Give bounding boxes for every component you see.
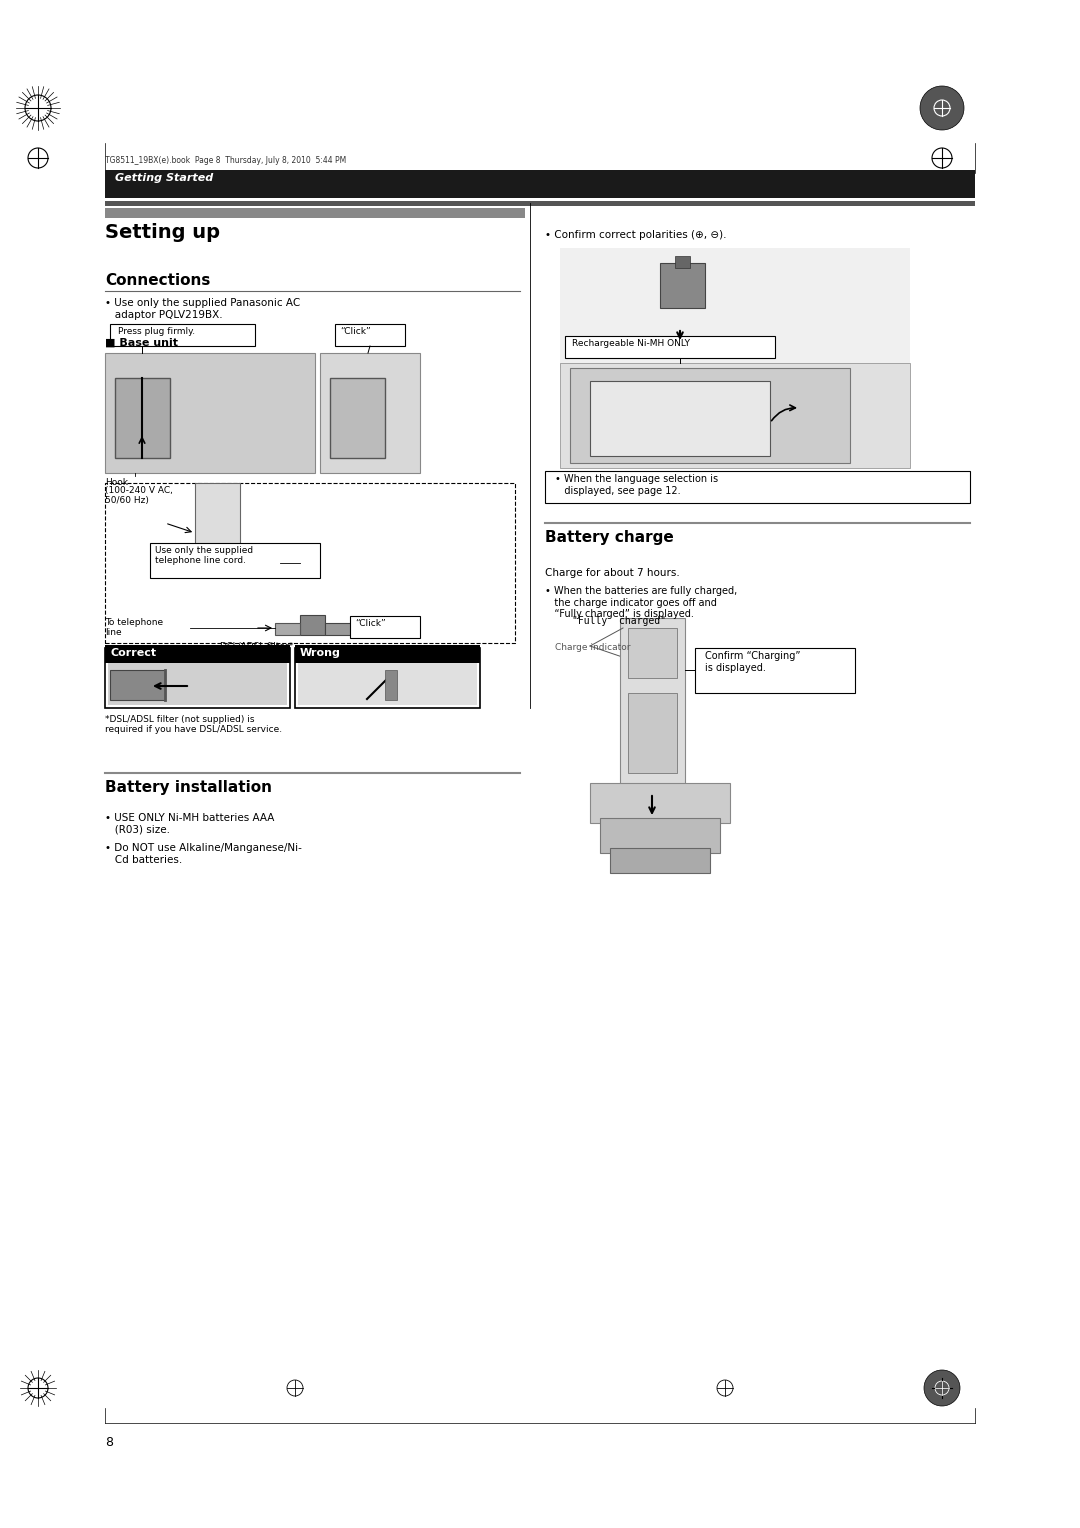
Bar [110, 324, 255, 345]
Bar [644, 758, 652, 766]
Bar [105, 483, 515, 643]
Text: “Click”: “Click” [355, 619, 386, 628]
Text: Battery charge: Battery charge [545, 530, 674, 545]
Text: Connections: Connections [105, 274, 211, 287]
Bar [150, 542, 320, 578]
Text: • When the language selection is
   displayed, see page 12.: • When the language selection is display… [555, 474, 718, 495]
Circle shape [924, 1371, 960, 1406]
Text: To telephone
line: To telephone line [105, 617, 163, 637]
Text: Charge indicator: Charge indicator [555, 643, 631, 652]
Polygon shape [775, 388, 880, 460]
Bar [644, 732, 652, 740]
Text: • When the batteries are fully charged,
   the charge indicator goes off and
   : • When the batteries are fully charged, … [545, 587, 738, 619]
Bar [384, 669, 397, 700]
Bar [105, 170, 975, 199]
Bar [590, 380, 770, 455]
Bar [632, 732, 640, 740]
Bar [108, 651, 287, 704]
Text: • Confirm correct polarities (⊕, ⊖).: • Confirm correct polarities (⊕, ⊖). [545, 231, 727, 240]
Bar [656, 746, 664, 753]
Circle shape [593, 396, 600, 403]
Text: (100-240 V AC,
50/60 Hz): (100-240 V AC, 50/60 Hz) [105, 486, 173, 506]
Text: • Use only the supplied Panasonic AC
   adaptor PQLV219BX.: • Use only the supplied Panasonic AC ada… [105, 298, 300, 319]
Text: • USE ONLY Ni-MH batteries AAA
   (R03) size.: • USE ONLY Ni-MH batteries AAA (R03) siz… [105, 813, 274, 834]
Bar [570, 368, 850, 463]
Text: DSL/ADSL filter*: DSL/ADSL filter* [220, 642, 294, 649]
Circle shape [758, 445, 766, 452]
Bar [632, 758, 640, 766]
Bar [295, 648, 480, 707]
Bar [620, 617, 685, 788]
Bar [350, 616, 420, 639]
Text: Press plug firmly.: Press plug firmly. [118, 327, 195, 336]
Bar [600, 817, 720, 853]
Bar [105, 353, 315, 474]
Bar [656, 732, 664, 740]
Bar [632, 746, 640, 753]
Bar [105, 202, 975, 206]
Bar [545, 471, 970, 503]
Bar [295, 645, 480, 663]
Circle shape [593, 445, 600, 452]
Text: *DSL/ADSL filter (not supplied) is
required if you have DSL/ADSL service.: *DSL/ADSL filter (not supplied) is requi… [105, 715, 282, 735]
Text: Charge for about 7 hours.: Charge for about 7 hours. [545, 568, 679, 578]
Text: "Fully  charged": "Fully charged" [572, 616, 666, 626]
Bar [275, 623, 300, 636]
Text: • Do NOT use Alkaline/Manganese/Ni-
   Cd batteries.: • Do NOT use Alkaline/Manganese/Ni- Cd b… [105, 843, 302, 865]
Circle shape [356, 411, 380, 435]
Bar [114, 377, 170, 458]
Text: Confirm “Charging”
is displayed.: Confirm “Charging” is displayed. [705, 651, 800, 672]
Text: Use only the supplied
telephone line cord.: Use only the supplied telephone line cor… [156, 545, 253, 565]
Text: Battery installation: Battery installation [105, 779, 272, 795]
Bar [195, 483, 240, 573]
Circle shape [758, 396, 766, 403]
Bar [110, 669, 165, 700]
Bar [610, 848, 710, 872]
Bar [696, 648, 855, 694]
Text: Rechargeable Ni-MH ONLY: Rechargeable Ni-MH ONLY [572, 339, 690, 348]
Text: Getting Started: Getting Started [114, 173, 213, 183]
Bar [561, 364, 910, 468]
Text: “Click”: “Click” [340, 327, 370, 336]
Bar [565, 336, 775, 358]
Text: TG8511_19BX(e).book  Page 8  Thursday, July 8, 2010  5:44 PM: TG8511_19BX(e).book Page 8 Thursday, Jul… [105, 156, 347, 165]
Bar [627, 628, 677, 678]
Bar [105, 208, 525, 219]
Bar [561, 248, 910, 368]
Bar [320, 353, 420, 474]
Text: Setting up: Setting up [105, 223, 220, 241]
Bar [298, 651, 477, 704]
Text: ■ Base unit: ■ Base unit [105, 338, 178, 348]
Bar [644, 746, 652, 753]
Bar [335, 324, 405, 345]
Text: Wrong: Wrong [300, 648, 341, 659]
Bar [675, 257, 690, 267]
Text: Hook: Hook [105, 478, 129, 487]
Circle shape [920, 86, 964, 130]
Bar [300, 614, 325, 636]
Bar [105, 648, 291, 707]
Text: Correct: Correct [110, 648, 157, 659]
Text: 8: 8 [105, 1436, 113, 1449]
Bar [656, 758, 664, 766]
Polygon shape [590, 254, 750, 364]
Bar [325, 623, 375, 636]
Bar [660, 263, 705, 309]
Bar [627, 694, 677, 773]
Bar [330, 377, 384, 458]
Bar [105, 645, 291, 663]
Circle shape [343, 397, 393, 448]
Circle shape [623, 623, 631, 633]
Bar [590, 782, 730, 824]
